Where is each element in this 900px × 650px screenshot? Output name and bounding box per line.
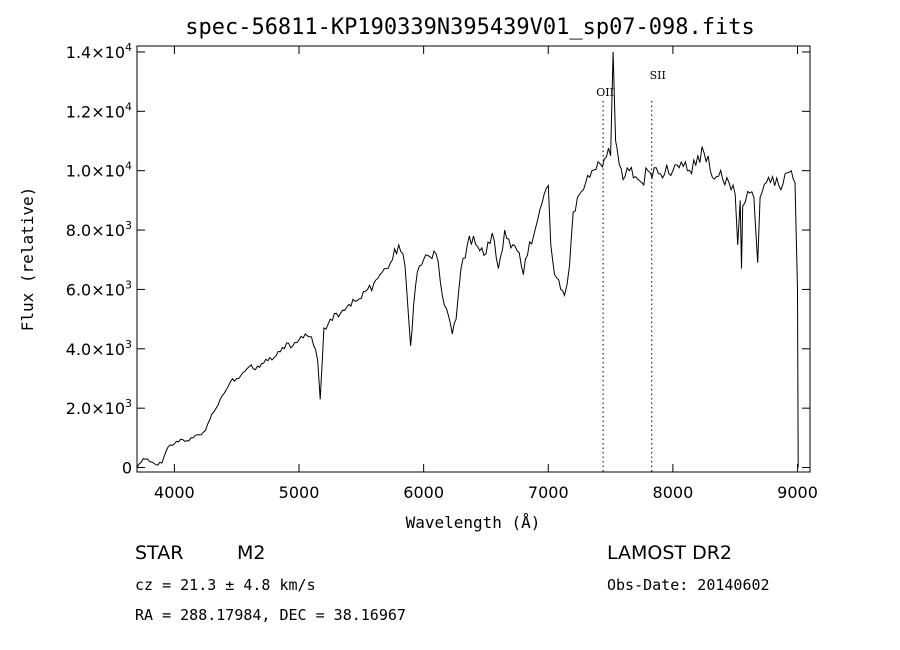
y-tick-mantissa: 1.4×10 [66, 43, 125, 62]
plot-frame [136, 45, 811, 473]
y-tick-mantissa: 0 [122, 459, 132, 478]
y-tick-label: 6.0×103 [66, 278, 132, 299]
y-tick-exponent: 4 [125, 41, 132, 54]
y-tick-mantissa: 2.0×10 [66, 399, 125, 418]
emission-line-label: OII [596, 86, 614, 99]
y-tick-label: 1.2×104 [66, 100, 132, 121]
y-tick-mantissa: 1.0×10 [66, 162, 125, 181]
y-tick-exponent: 3 [125, 397, 132, 410]
x-tick-label: 4000 [154, 483, 195, 502]
y-tick-label: 1.0×104 [66, 160, 132, 181]
y-tick-label: 1.4×104 [66, 41, 132, 62]
y-tick-mantissa: 8.0×10 [66, 221, 125, 240]
object-class: STAR [135, 542, 183, 564]
y-tick-label: 4.0×103 [66, 338, 132, 359]
object-subclass: M2 [237, 542, 265, 564]
spectrum-line [136, 51, 799, 468]
y-tick-mantissa: 4.0×10 [66, 340, 125, 359]
y-tick-exponent: 4 [125, 100, 132, 113]
chart-title: spec-56811-KP190339N395439V01_sp07-098.f… [185, 15, 755, 40]
y-tick-label: 0 [122, 459, 132, 478]
series-layer [136, 51, 799, 468]
y-axis-label: Flux (relative) [18, 187, 37, 332]
redshift-text: cz = 21.3 ± 4.8 km/s [135, 576, 316, 594]
y-tick-exponent: 4 [125, 160, 132, 173]
survey-name: LAMOST DR2 [607, 542, 732, 564]
x-axis-label: Wavelength (Å) [406, 513, 541, 532]
y-tick-exponent: 3 [125, 219, 132, 232]
y-tick-mantissa: 1.2×10 [66, 102, 125, 121]
y-tick-label: 8.0×103 [66, 219, 132, 240]
x-tick-label: 5000 [279, 483, 320, 502]
obs-date-text: Obs-Date: 20140602 [607, 576, 770, 594]
x-tick-label: 9000 [777, 483, 818, 502]
y-tick-exponent: 3 [125, 278, 132, 291]
emission-line-label: SII [650, 69, 666, 82]
y-tick-exponent: 3 [125, 338, 132, 351]
coordinates-text: RA = 288.17984, DEC = 38.16967 [135, 606, 406, 624]
x-tick-label: 7000 [528, 483, 569, 502]
y-tick-label: 2.0×103 [66, 397, 132, 418]
y-tick-mantissa: 6.0×10 [66, 280, 125, 299]
axis-ticks: 4000 5000 6000 7000 8000 900002.0×1034.0×1036… [66, 41, 818, 502]
line-markers: OII SII [596, 69, 666, 472]
x-tick-label: 6000 [403, 483, 444, 502]
x-tick-label: 8000 [653, 483, 694, 502]
